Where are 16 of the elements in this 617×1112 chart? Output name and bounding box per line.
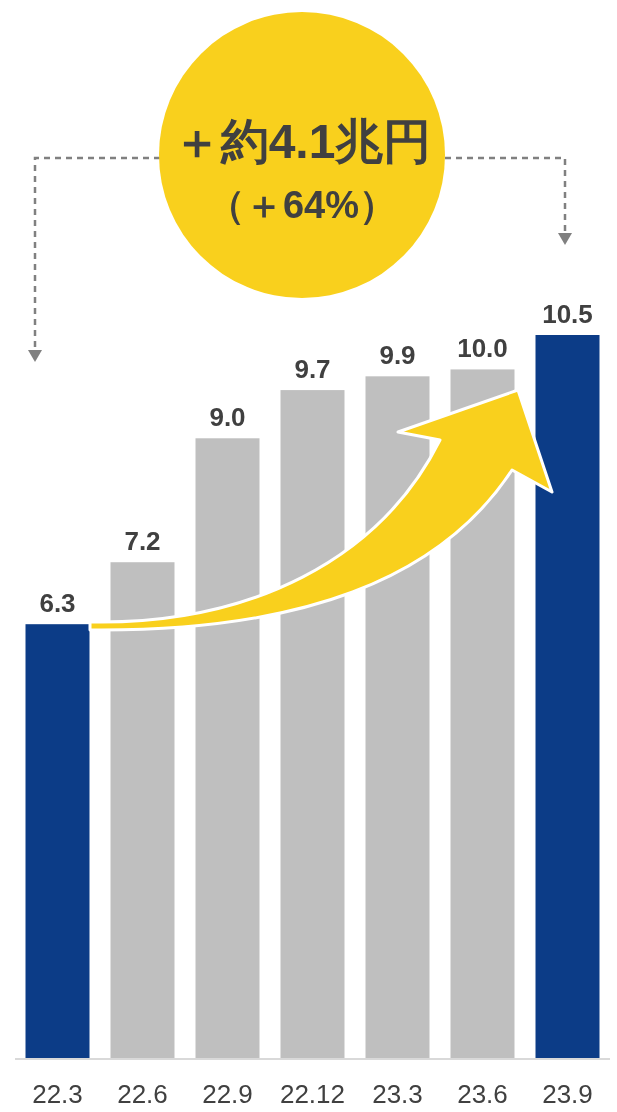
x-tick-label: 23.9 <box>542 1079 593 1109</box>
x-tick-label: 22.3 <box>32 1079 83 1109</box>
x-tick-label: 23.3 <box>372 1079 423 1109</box>
data-label: 10.5 <box>542 299 593 329</box>
data-label: 7.2 <box>124 526 161 557</box>
data-label: 6.3 <box>39 588 76 619</box>
data-label: 9.9 <box>379 340 416 371</box>
data-label: 9.7 <box>294 354 331 385</box>
text: ＋約4.1兆円 <box>172 115 432 168</box>
x-tick-label: 22.6 <box>117 1079 168 1109</box>
x-tick-label: 22.9 <box>202 1079 253 1109</box>
data-label: 10.0 <box>457 333 508 364</box>
x-tick-label: 23.6 <box>457 1079 508 1109</box>
text: （＋64%） <box>206 184 398 226</box>
data-label: 9.0 <box>209 402 246 433</box>
x-tick-label: 22.12 <box>279 1079 346 1109</box>
